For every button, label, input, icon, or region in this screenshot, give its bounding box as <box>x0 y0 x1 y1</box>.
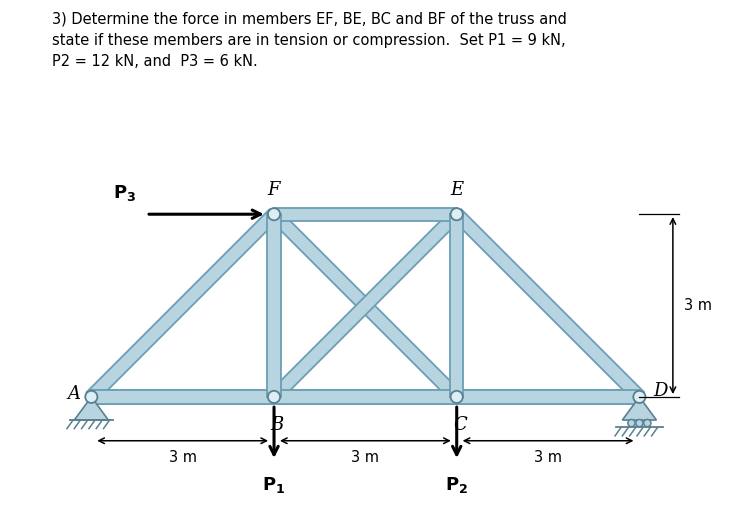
Circle shape <box>634 392 644 402</box>
Polygon shape <box>267 214 281 397</box>
Text: 3 m: 3 m <box>534 450 562 465</box>
Polygon shape <box>274 390 457 404</box>
Text: 3) Determine the force in members EF, BE, BC and BF of the truss and
state if th: 3) Determine the force in members EF, BE… <box>52 12 567 69</box>
Circle shape <box>268 208 280 220</box>
Polygon shape <box>450 214 464 397</box>
Circle shape <box>636 419 643 427</box>
Polygon shape <box>74 397 109 420</box>
Text: 3 m: 3 m <box>684 298 712 313</box>
Circle shape <box>451 391 463 403</box>
Polygon shape <box>622 397 656 420</box>
Circle shape <box>86 392 96 402</box>
Text: C: C <box>453 416 467 435</box>
Polygon shape <box>457 390 640 404</box>
Text: B: B <box>270 416 284 435</box>
Text: $\mathbf{P_3}$: $\mathbf{P_3}$ <box>113 183 136 203</box>
Polygon shape <box>270 210 461 402</box>
Text: 3 m: 3 m <box>351 450 379 465</box>
Text: E: E <box>450 181 464 199</box>
Text: $\mathbf{P_1}$: $\mathbf{P_1}$ <box>262 475 285 495</box>
Circle shape <box>268 391 280 403</box>
Polygon shape <box>87 210 279 402</box>
Circle shape <box>85 391 97 403</box>
Polygon shape <box>274 208 457 221</box>
Text: D: D <box>653 382 667 400</box>
Polygon shape <box>91 390 274 404</box>
Polygon shape <box>270 210 461 402</box>
Circle shape <box>628 419 635 427</box>
Text: 3 m: 3 m <box>169 450 197 465</box>
Text: $\mathbf{P_2}$: $\mathbf{P_2}$ <box>445 475 468 495</box>
Polygon shape <box>452 210 644 402</box>
Text: A: A <box>68 385 81 403</box>
Circle shape <box>634 391 646 403</box>
Circle shape <box>451 208 463 220</box>
Circle shape <box>643 419 651 427</box>
Polygon shape <box>91 390 640 404</box>
Text: F: F <box>268 181 280 199</box>
